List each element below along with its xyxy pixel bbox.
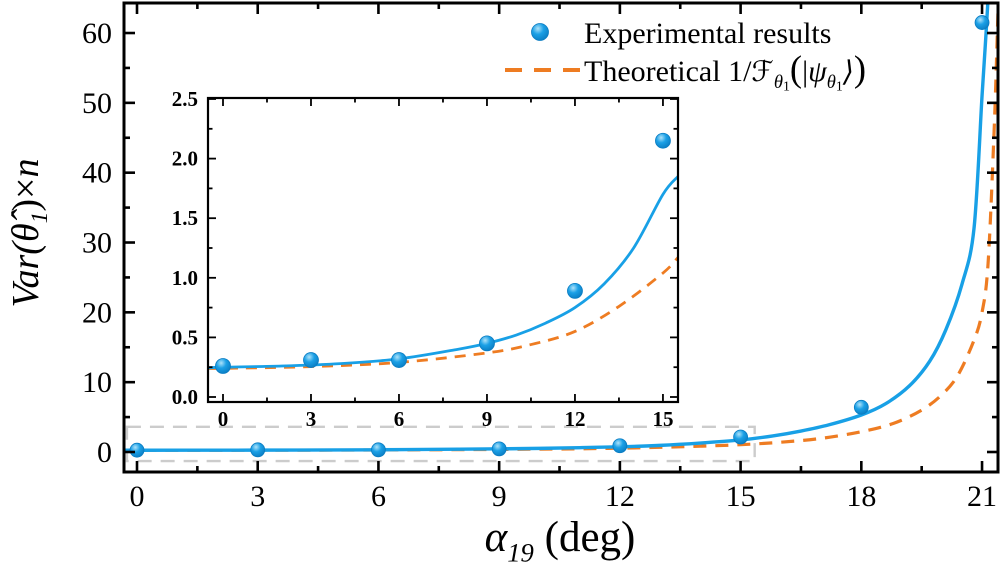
tick-marks — [208, 98, 678, 402]
x-tick-label: 6 — [371, 480, 386, 513]
legend-label-experimental: Experimental results — [584, 17, 831, 50]
y-tick-label: 10 — [82, 366, 112, 399]
inset-x-tick-label: 3 — [306, 407, 317, 431]
y-tick-label: 30 — [82, 227, 112, 260]
inset-experimental-point — [391, 352, 407, 368]
x-tick-label: 9 — [492, 480, 507, 513]
inset-x-tick-label: 9 — [482, 407, 493, 431]
inset-y-tick-label: 0.0 — [172, 385, 198, 409]
inset-experimental-point — [567, 283, 583, 299]
inset-y-tick-labels: 0.0 0.5 1.0 1.5 2.0 2.5 — [172, 87, 198, 409]
experimental-point — [853, 399, 869, 415]
experimental-point — [612, 438, 628, 454]
y-tick-label: 60 — [82, 17, 112, 50]
inset-x-tick-label: 12 — [564, 407, 585, 431]
x-tick-label: 15 — [726, 480, 756, 513]
experimental-point — [491, 441, 507, 457]
x-tick-label: 12 — [605, 480, 635, 513]
experimental-point — [129, 442, 145, 458]
inset-x-tick-label: 6 — [394, 407, 405, 431]
experimental-point — [250, 442, 266, 458]
inset-experimental-point — [215, 358, 231, 374]
x-axis-label: α19 (deg) — [485, 514, 636, 567]
legend-item-theoretical: Theoretical 1/ℱθ1(|ψθ1⟩) — [505, 48, 866, 94]
inset-fit-curve — [208, 175, 678, 370]
zoom-region-rect — [125, 425, 756, 463]
main-plot-frame — [122, 1, 1000, 474]
x-tick-label: 3 — [250, 480, 265, 513]
inset-y-tick-label: 2.0 — [172, 147, 198, 171]
inset-x-tick-labels: 0 3 6 9 12 15 — [218, 407, 674, 431]
experimental-point — [733, 429, 748, 445]
inset-experimental-point — [479, 335, 495, 352]
inset-x-tick-label: 15 — [652, 407, 673, 431]
y-tick-label: 0 — [97, 436, 112, 469]
inset-y-tick-label: 1.0 — [172, 266, 198, 290]
x-tick-label: 0 — [130, 480, 145, 513]
legend-marker-ball — [531, 23, 549, 41]
inset-y-tick-label: 1.5 — [172, 206, 198, 230]
x-tick-label: 18 — [846, 480, 876, 513]
inset-theory-curve — [208, 256, 678, 370]
experimental-point — [371, 442, 386, 458]
x-tick-label: 21 — [967, 480, 997, 513]
theory-curve — [124, 3, 998, 452]
experimental-points — [129, 15, 990, 458]
y-tick-label: 50 — [82, 87, 112, 120]
inset-y-tick-label: 2.5 — [172, 87, 198, 111]
y-axis-tick-labels: 0 10 20 30 40 50 60 — [82, 17, 112, 469]
x-axis-tick-labels: 0 3 6 9 12 15 18 21 — [130, 480, 998, 513]
inset-plot: 0 3 6 9 12 15 0.0 0.5 1.0 1.5 2.0 2.5 — [172, 87, 682, 431]
inset-experimental-point — [303, 352, 319, 368]
legend-label-theoretical: Theoretical 1/ℱθ1(|ψθ1⟩) — [584, 48, 866, 94]
experimental-point — [974, 15, 990, 30]
inset-y-tick-label: 0.5 — [172, 325, 198, 349]
y-tick-label: 40 — [82, 157, 112, 190]
y-tick-label: 20 — [82, 296, 112, 329]
inset-experimental-points — [215, 132, 671, 374]
tick-marks — [124, 3, 998, 472]
inset-experimental-point — [655, 132, 671, 149]
inset-x-tick-label: 0 — [218, 407, 229, 431]
legend-item-experimental: Experimental results — [531, 17, 831, 50]
inset-background — [204, 94, 682, 406]
y-axis-label: Var(θ̂1)×n — [5, 159, 53, 308]
